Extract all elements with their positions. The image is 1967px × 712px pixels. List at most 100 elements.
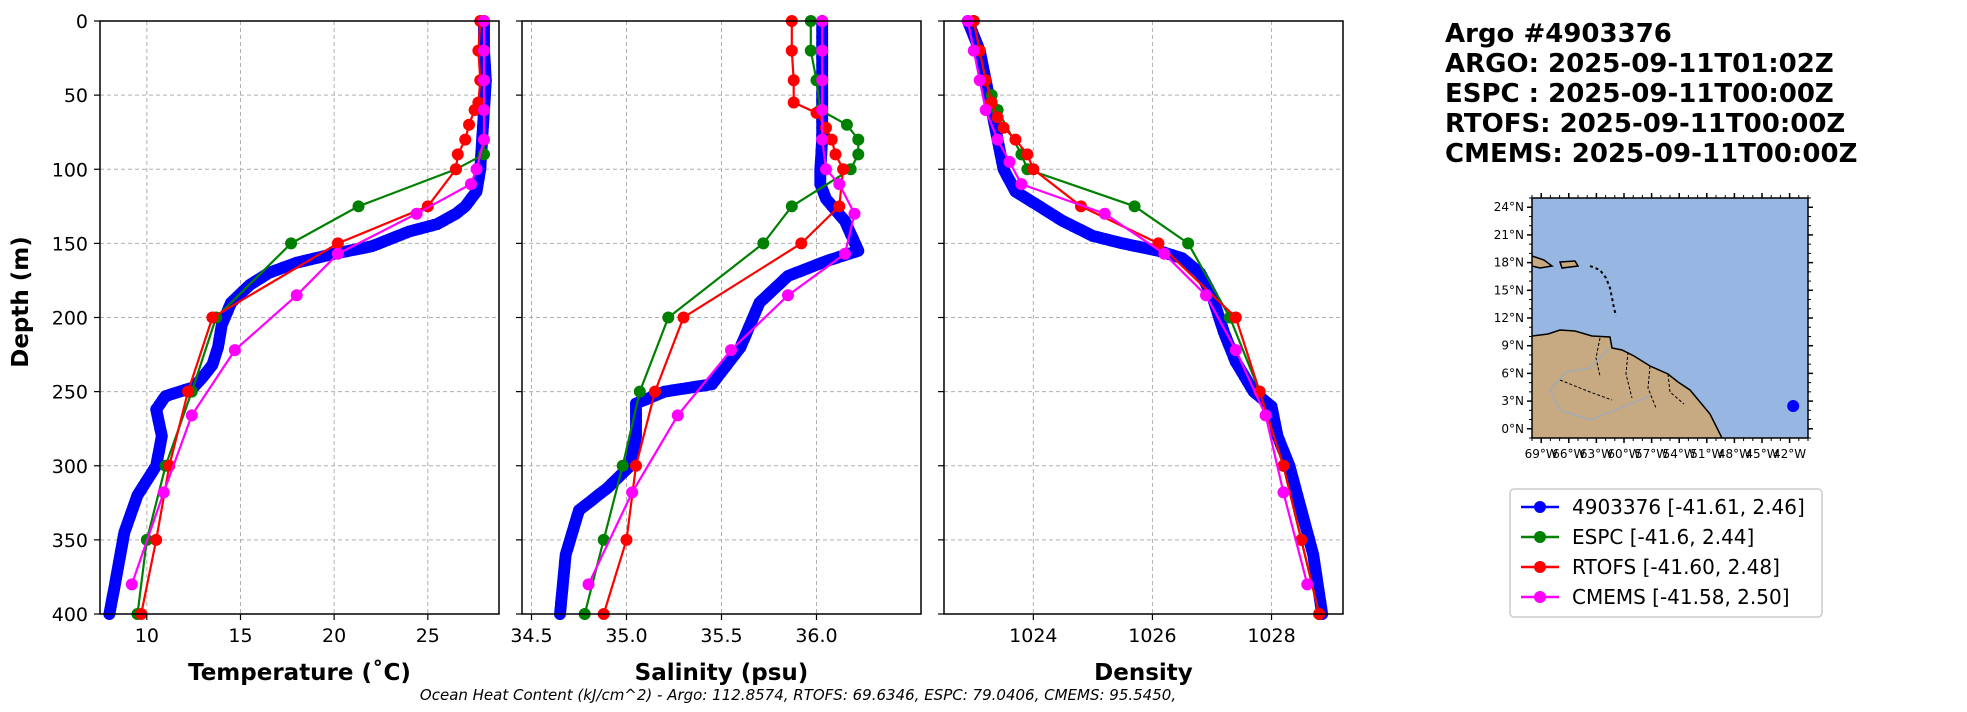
x-tick-label: 36.0 — [795, 625, 837, 647]
legend: 4903376 [-41.61, 2.46] ESPC [-41.6, 2.44… — [1509, 488, 1823, 618]
series-point-espc — [352, 200, 365, 213]
panel-2: 1024 1026 1028 Density — [938, 15, 1344, 686]
x-axis-label: Salinity (psu) — [635, 660, 809, 686]
series-point-cmems — [1158, 247, 1171, 260]
series-point-cmems — [973, 74, 986, 87]
series-point-rtofs — [677, 311, 690, 324]
legend-label-rtofs: RTOFS [-41.60, 2.48] — [1572, 555, 1780, 579]
series-point-rtofs — [649, 385, 661, 398]
x-tick-label: 20 — [322, 625, 346, 647]
series-point-rtofs — [331, 237, 344, 250]
map-borders — [1559, 337, 1685, 409]
legend-entry-rtofs: RTOFS [-41.60, 2.48] — [1521, 555, 1780, 579]
y-tick-label: 400 — [52, 604, 88, 626]
series-point-cmems — [991, 133, 1004, 146]
legend-label-espc: ESPC [-41.6, 2.44] — [1572, 525, 1754, 549]
map-land-hispaniola — [1532, 255, 1554, 269]
series-point-rtofs — [825, 133, 838, 146]
series-point-cmems — [820, 163, 832, 176]
x-tick-label: 35.0 — [605, 625, 647, 647]
panel-0: 10 15 20 25050100150200250300350400Temperat… — [52, 11, 500, 686]
series-point-cmems — [671, 409, 684, 422]
map-lat-label: 18°N — [1494, 256, 1524, 270]
legend-entry-argo: 4903376 [-41.61, 2.46] — [1521, 495, 1805, 519]
series-point-rtofs — [785, 44, 798, 57]
series-point-rtofs — [630, 459, 642, 472]
series-point-rtofs — [833, 200, 846, 213]
map-lon-label: 51°W — [1690, 447, 1723, 461]
series-point-rtofs — [1021, 148, 1034, 161]
x-tick-label: 25 — [416, 625, 440, 647]
series-point-rtofs — [1152, 237, 1165, 250]
y-tick-label: 300 — [52, 456, 88, 478]
series-point-cmems — [1200, 289, 1213, 302]
info-line-rtofs: RTOFS: 2025-09-11T00:00Z — [1445, 109, 1845, 139]
y-tick-label: 0 — [76, 11, 88, 33]
x-tick-label: 1026 — [1128, 625, 1176, 647]
y-tick-label: 50 — [64, 85, 88, 107]
series-point-cmems — [1098, 207, 1111, 220]
series-point-cmems — [816, 44, 829, 57]
series-point-cmems — [979, 103, 992, 116]
series-point-cmems — [464, 178, 477, 191]
series-point-rtofs — [837, 163, 850, 176]
series-point-espc — [1182, 237, 1195, 250]
location-map: 24°N 21°N 18°N 15°N 12°N 9°N 6°N 3°N 0°N69°W66°W… — [1494, 193, 1813, 461]
legend-label-cmems: CMEMS [-41.58, 2.50] — [1572, 585, 1790, 609]
series-point-rtofs — [468, 103, 481, 116]
info-line-espc: ESPC : 2025-09-11T00:00Z — [1445, 79, 1834, 109]
info-block: Argo #4903376 ARGO: 2025-09-11T01:02Z ES… — [1445, 19, 1857, 169]
map-lat-label: 0°N — [1501, 422, 1524, 436]
map-island-arc — [1589, 265, 1617, 317]
series-point-cmems — [228, 344, 241, 357]
series-point-cmems — [833, 178, 846, 191]
series-point-espc — [616, 459, 629, 472]
series-point-rtofs — [182, 385, 195, 398]
series-point-cmems — [626, 486, 639, 499]
series-point-cmems — [478, 103, 491, 116]
series-point-cmems — [410, 207, 423, 220]
series-point-cmems — [839, 247, 851, 260]
y-tick-label: 250 — [52, 382, 88, 404]
map-lat-label: 15°N — [1494, 283, 1524, 297]
x-tick-label: 34.5 — [510, 625, 552, 647]
series-point-cmems — [1003, 155, 1016, 168]
map-lat-label: 9°N — [1501, 339, 1524, 353]
series-point-cmems — [816, 133, 829, 146]
x-axis-label: Density — [1094, 660, 1193, 686]
series-point-espc — [662, 311, 675, 324]
series-line-rtofs — [140, 20, 482, 615]
series-line-cmems — [130, 21, 486, 585]
map-lon-label: 66°W — [1552, 447, 1585, 461]
series-point-cmems — [1015, 178, 1028, 191]
series-point-rtofs — [150, 533, 163, 546]
series-point-cmems — [725, 344, 737, 357]
series-point-espc — [804, 44, 817, 57]
series-point-cmems — [782, 289, 794, 302]
series-point-espc — [633, 385, 646, 398]
series-point-rtofs — [1009, 133, 1022, 146]
series-point-rtofs — [991, 111, 1004, 124]
series-point-cmems — [290, 289, 303, 302]
x-tick-label: 15 — [228, 625, 252, 647]
series-point-cmems — [1229, 344, 1242, 357]
series-point-rtofs — [451, 148, 464, 161]
x-tick-label: 1024 — [1009, 625, 1057, 647]
series-point-espc — [1128, 200, 1141, 213]
series-point-espc — [852, 133, 865, 146]
x-tick-label: 10 — [135, 625, 159, 647]
series-point-cmems — [478, 74, 491, 87]
y-tick-label: 150 — [52, 233, 88, 255]
map-lon-label: 63°W — [1580, 447, 1613, 461]
series-point-cmems — [470, 163, 483, 176]
series-point-cmems — [1259, 409, 1272, 422]
x-tick-label: 35.5 — [700, 625, 742, 647]
y-tick-label: 100 — [52, 159, 88, 181]
series-point-rtofs — [1295, 533, 1308, 546]
series-point-cmems — [1301, 578, 1314, 591]
map-lat-label: 21°N — [1494, 228, 1524, 242]
series-point-espc — [785, 200, 798, 213]
map-lat-label: 3°N — [1501, 394, 1524, 408]
series-point-espc — [757, 237, 770, 250]
series-point-rtofs — [206, 311, 219, 324]
